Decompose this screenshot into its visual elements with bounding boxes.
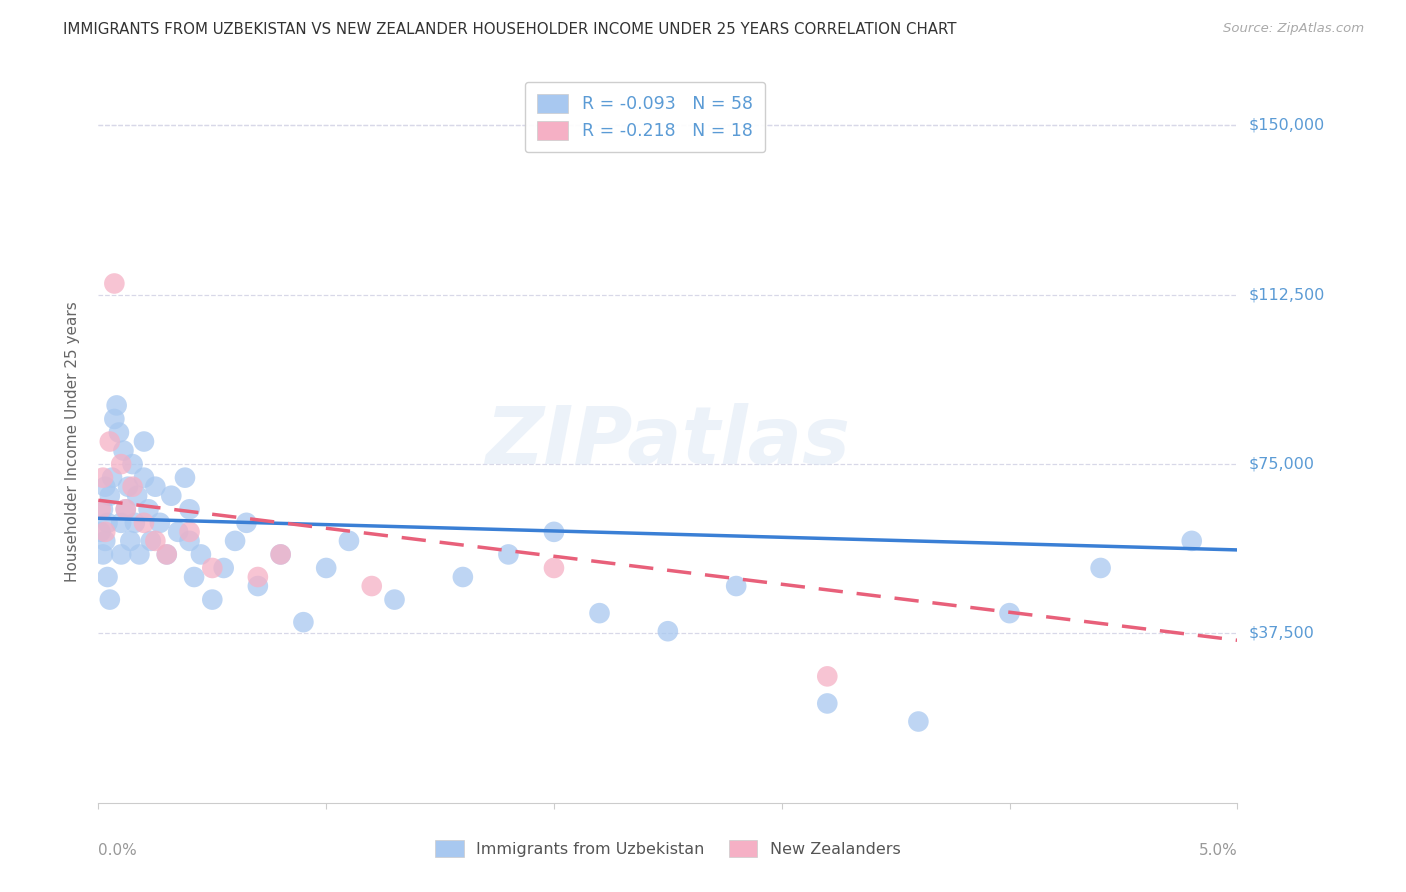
Text: ZIPatlas: ZIPatlas bbox=[485, 402, 851, 481]
Point bbox=[179, 524, 201, 539]
Point bbox=[179, 533, 201, 548]
Point bbox=[224, 533, 246, 548]
Point bbox=[120, 533, 142, 548]
Legend: Immigrants from Uzbekistan, New Zealanders: Immigrants from Uzbekistan, New Zealande… bbox=[429, 833, 907, 863]
Point bbox=[94, 533, 117, 548]
Point bbox=[183, 570, 205, 584]
Point bbox=[815, 669, 838, 683]
Point bbox=[139, 533, 162, 548]
Text: 5.0%: 5.0% bbox=[1198, 843, 1237, 857]
Text: 0.0%: 0.0% bbox=[98, 843, 138, 857]
Point bbox=[201, 592, 224, 607]
Point bbox=[90, 524, 112, 539]
Point bbox=[725, 579, 748, 593]
Point bbox=[145, 480, 167, 494]
Point bbox=[101, 470, 124, 484]
Point bbox=[94, 524, 117, 539]
Point bbox=[201, 561, 224, 575]
Point bbox=[145, 533, 167, 548]
Point bbox=[132, 434, 155, 449]
Point bbox=[128, 548, 150, 562]
Text: $37,500: $37,500 bbox=[1249, 626, 1315, 641]
Point bbox=[337, 533, 360, 548]
Point bbox=[105, 398, 128, 412]
Point bbox=[907, 714, 929, 729]
Text: $75,000: $75,000 bbox=[1249, 457, 1315, 472]
Point bbox=[132, 470, 155, 484]
Point bbox=[91, 548, 114, 562]
Point bbox=[156, 548, 179, 562]
Text: Source: ZipAtlas.com: Source: ZipAtlas.com bbox=[1223, 22, 1364, 36]
Point bbox=[98, 592, 121, 607]
Point bbox=[160, 489, 183, 503]
Text: $150,000: $150,000 bbox=[1249, 118, 1324, 133]
Point bbox=[114, 502, 136, 516]
Point bbox=[315, 561, 337, 575]
Point bbox=[174, 470, 197, 484]
Point bbox=[114, 502, 136, 516]
Point bbox=[1090, 561, 1112, 575]
Point bbox=[90, 502, 112, 516]
Point bbox=[108, 425, 131, 440]
Point bbox=[91, 470, 114, 484]
Point bbox=[149, 516, 172, 530]
Point bbox=[112, 443, 135, 458]
Point bbox=[246, 579, 269, 593]
Point bbox=[179, 502, 201, 516]
Point bbox=[498, 548, 520, 562]
Point bbox=[103, 277, 125, 291]
Point bbox=[543, 561, 565, 575]
Y-axis label: Householder Income Under 25 years: Householder Income Under 25 years bbox=[65, 301, 80, 582]
Point bbox=[96, 570, 118, 584]
Point bbox=[96, 516, 118, 530]
Text: $112,500: $112,500 bbox=[1249, 287, 1324, 302]
Point bbox=[1181, 533, 1204, 548]
Point bbox=[156, 548, 179, 562]
Point bbox=[110, 516, 132, 530]
Point bbox=[98, 489, 121, 503]
Point bbox=[132, 516, 155, 530]
Point bbox=[360, 579, 382, 593]
Point bbox=[124, 516, 146, 530]
Point bbox=[190, 548, 212, 562]
Point bbox=[117, 480, 139, 494]
Point bbox=[815, 697, 838, 711]
Point bbox=[384, 592, 406, 607]
Point bbox=[121, 480, 143, 494]
Text: IMMIGRANTS FROM UZBEKISTAN VS NEW ZEALANDER HOUSEHOLDER INCOME UNDER 25 YEARS CO: IMMIGRANTS FROM UZBEKISTAN VS NEW ZEALAN… bbox=[63, 22, 956, 37]
Point bbox=[98, 434, 121, 449]
Point bbox=[91, 502, 114, 516]
Point bbox=[235, 516, 257, 530]
Point bbox=[138, 502, 160, 516]
Point bbox=[657, 624, 679, 639]
Point bbox=[270, 548, 292, 562]
Point bbox=[543, 524, 565, 539]
Point bbox=[121, 457, 143, 471]
Point bbox=[110, 457, 132, 471]
Point bbox=[998, 606, 1021, 620]
Point bbox=[167, 524, 190, 539]
Point bbox=[292, 615, 315, 630]
Point bbox=[588, 606, 610, 620]
Point bbox=[451, 570, 474, 584]
Point bbox=[212, 561, 235, 575]
Point bbox=[127, 489, 149, 503]
Point bbox=[246, 570, 269, 584]
Point bbox=[94, 480, 117, 494]
Point bbox=[110, 548, 132, 562]
Point bbox=[103, 412, 125, 426]
Point bbox=[270, 548, 292, 562]
